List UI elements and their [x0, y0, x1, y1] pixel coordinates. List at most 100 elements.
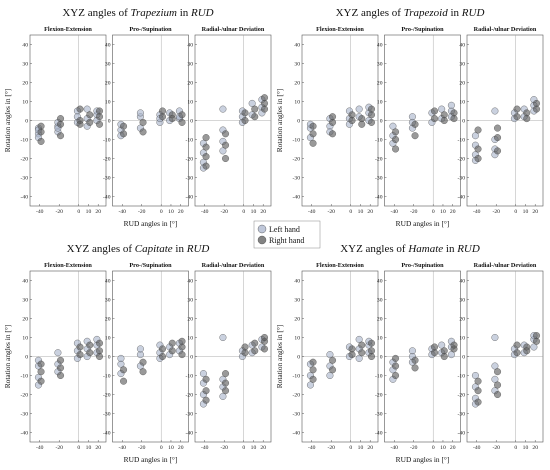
x-tick-label: -20 [492, 209, 500, 215]
y-tick-label: 0 [190, 119, 193, 125]
y-tick-label: 0 [108, 355, 111, 361]
point-left-hand [248, 99, 256, 107]
point-right-hand [120, 366, 128, 374]
x-axis-label: RUD angles in [°] [396, 455, 450, 464]
y-tick-label: -20 [186, 157, 194, 163]
x-tick-label: -20 [327, 209, 335, 215]
point-right-hand [358, 120, 366, 128]
y-tick-label: 0 [380, 355, 383, 361]
point-right-hand [392, 362, 400, 370]
panel-title: Pro-/Supination [129, 262, 172, 269]
point-left-hand [389, 122, 397, 130]
title-suffix: RUD [190, 7, 214, 19]
point-right-hand [494, 368, 502, 376]
y-tick-label: -40 [458, 195, 466, 201]
point-right-hand [513, 113, 521, 121]
point-right-hand [251, 113, 259, 121]
x-tick-label: 0 [432, 445, 435, 451]
point-right-hand [309, 366, 317, 374]
point-right-hand [431, 107, 438, 115]
point-right-hand [86, 341, 94, 349]
x-tick-label: 20 [95, 209, 101, 215]
panel-title: Radial-/ulnar Deviation [474, 26, 537, 33]
y-tick-label: 40 [187, 43, 193, 49]
point-right-hand [368, 118, 375, 126]
x-tick-label: -20 [410, 209, 418, 215]
y-tick-label: 0 [190, 355, 193, 361]
y-tick-label: -10 [293, 374, 301, 380]
point-right-hand [139, 368, 147, 376]
y-tick-label: 40 [294, 279, 300, 285]
legend-marker [257, 224, 267, 234]
x-tick-label: -20 [220, 209, 228, 215]
point-right-hand [37, 137, 45, 145]
chart-1: XYZ angles of Trapezoid in RUD Rotation a… [275, 7, 544, 228]
x-axis-label: RUD angles in [°] [396, 219, 450, 228]
y-tick-label: -20 [458, 393, 466, 399]
point-right-hand [120, 122, 128, 130]
legend: Left hand Right hand [253, 220, 321, 249]
x-axis-label: RUD angles in [°] [124, 455, 178, 464]
point-right-hand [159, 107, 166, 115]
point-right-hand [96, 120, 103, 128]
y-tick-label: 30 [22, 298, 28, 304]
y-tick-label: 30 [459, 298, 465, 304]
y-tick-label: 0 [25, 119, 28, 125]
y-tick-label: -10 [103, 138, 111, 144]
x-tick-label: 10 [86, 209, 92, 215]
x-tick-label: 0 [77, 209, 80, 215]
point-left-hand [491, 107, 499, 115]
x-tick-label: 10 [86, 445, 92, 451]
x-tick-label: 0 [349, 445, 352, 451]
point-right-hand [513, 341, 521, 349]
title-bone: Trapezium [130, 7, 177, 19]
point-right-hand [431, 115, 438, 123]
x-tick-label: 20 [260, 445, 266, 451]
point-right-hand [37, 377, 45, 385]
point-right-hand [411, 356, 419, 364]
y-tick-label: -20 [21, 393, 29, 399]
x-tick-label: -20 [492, 445, 500, 451]
point-right-hand [202, 375, 210, 383]
point-right-hand [329, 356, 337, 364]
y-tick-label: 20 [377, 81, 383, 87]
y-axis-label: Rotation angles in [°] [3, 89, 12, 153]
x-tick-label: -40 [201, 209, 209, 215]
panel-1: Pro-/Supination -40 -30 -20 -10 0 10 20 30 40 -40 -… [103, 262, 189, 451]
x-tick-label: 20 [260, 209, 266, 215]
point-right-hand [474, 377, 482, 385]
panel-title: Pro-/Supination [401, 262, 444, 269]
x-tick-label: -40 [473, 445, 481, 451]
point-right-hand [392, 372, 400, 379]
y-tick-label: -10 [21, 374, 29, 380]
panel-title: Pro-/Supination [401, 26, 444, 33]
panel-title: Radial-/ulnar Deviation [474, 262, 537, 269]
point-right-hand [96, 107, 103, 115]
point-right-hand [450, 341, 458, 349]
title-mid: in [448, 7, 462, 19]
y-tick-label: -40 [103, 195, 111, 201]
point-right-hand [494, 134, 502, 142]
x-tick-label: 20 [95, 445, 101, 451]
y-tick-label: 40 [459, 279, 465, 285]
y-tick-label: 30 [105, 298, 111, 304]
y-tick-label: 30 [459, 62, 465, 68]
point-left-hand [530, 343, 538, 351]
y-tick-label: -20 [293, 157, 301, 163]
x-tick-label: 10 [251, 209, 257, 215]
point-left-hand [355, 335, 363, 343]
point-right-hand [358, 349, 366, 357]
point-right-hand [261, 345, 268, 353]
title-bone: Hamate [407, 243, 443, 255]
point-right-hand [309, 122, 317, 130]
title-suffix: RUD [186, 243, 210, 255]
x-tick-label: 0 [160, 209, 163, 215]
y-tick-label: -10 [458, 138, 466, 144]
chart-title: XYZ angles of Capitate in RUD [67, 243, 210, 255]
point-right-hand [533, 105, 540, 113]
legend-marker [257, 235, 267, 245]
point-right-hand [76, 343, 84, 351]
y-tick-label: -10 [375, 138, 383, 144]
y-tick-label: 20 [294, 81, 300, 87]
point-right-hand [513, 349, 521, 357]
